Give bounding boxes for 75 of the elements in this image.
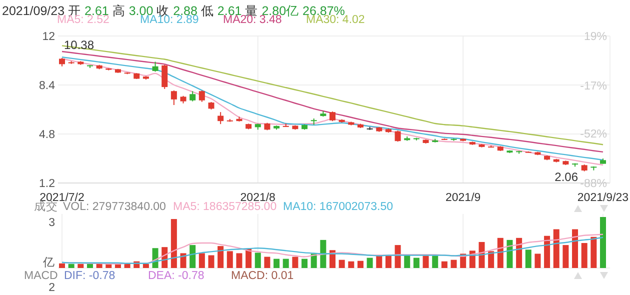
- bar: [254, 252, 261, 268]
- text: DIF: -0.78: [64, 270, 116, 282]
- candlestick: [190, 90, 196, 102]
- y-tick-label: 4.8: [39, 129, 55, 142]
- bar: [394, 245, 401, 268]
- bar: [68, 264, 74, 268]
- bar: [488, 251, 494, 268]
- bar: [124, 264, 130, 268]
- text: MACD: [24, 270, 58, 282]
- bar: [226, 251, 233, 268]
- bar: [562, 245, 569, 268]
- bar: [366, 258, 373, 268]
- bar: [246, 248, 252, 268]
- bar: [96, 264, 102, 268]
- text: 亿: [42, 256, 55, 270]
- bar: [142, 264, 149, 268]
- bar: [413, 258, 420, 268]
- y-tick-label: 8.4: [39, 80, 56, 92]
- bar: [553, 229, 560, 268]
- candlestick: [198, 90, 205, 102]
- text: MACD: 0.01: [231, 270, 294, 282]
- candlestick: [394, 130, 401, 142]
- bar: [497, 238, 504, 268]
- y-tick-label: 12: [42, 31, 55, 44]
- candlestick: [330, 111, 336, 122]
- bar: [441, 261, 448, 268]
- bar: [78, 264, 84, 268]
- series-label: VOL: 279773840.00: [63, 201, 166, 213]
- bar: [282, 258, 289, 268]
- bar: [450, 260, 457, 268]
- bar: [385, 256, 392, 268]
- bar: [59, 263, 65, 268]
- bar: [544, 236, 550, 268]
- text: 3: [48, 217, 55, 230]
- text: MA5: 186357285.00: [173, 201, 277, 213]
- bar: [180, 253, 186, 268]
- bar: [432, 256, 438, 268]
- candlestick: [162, 64, 168, 90]
- bar: [422, 256, 429, 268]
- bar: [357, 260, 364, 268]
- bar: [581, 243, 588, 268]
- bar: [590, 236, 597, 268]
- bar: [190, 245, 196, 268]
- bar: [274, 258, 280, 268]
- candlestick: [218, 112, 224, 125]
- x-tick-label: 2021/9: [445, 192, 481, 204]
- text: MA10: 167002073.50: [283, 201, 393, 213]
- bar: [198, 253, 205, 268]
- bar: [348, 261, 354, 268]
- bar: [170, 219, 177, 268]
- bar: [208, 255, 214, 268]
- bar: [302, 258, 308, 268]
- text: DEA: -0.78: [148, 270, 204, 282]
- bar: [516, 238, 522, 268]
- bar: [236, 253, 242, 268]
- text: MA10: 2.89: [140, 14, 199, 26]
- bar: [534, 254, 541, 268]
- bar: [572, 229, 578, 268]
- bar: [218, 246, 224, 268]
- bar: [376, 256, 382, 268]
- y-tick-label: 1.2: [39, 178, 55, 190]
- bar: [86, 264, 93, 268]
- bar: [264, 256, 270, 268]
- candlestick: [170, 90, 177, 106]
- annotation: 2.06: [554, 170, 578, 184]
- bar: [320, 240, 326, 268]
- bar: [338, 260, 345, 268]
- bar: [600, 217, 606, 268]
- text: MA30: 4.02: [306, 14, 365, 26]
- x-tick-label: 2021/9/23: [577, 192, 629, 204]
- bar: [525, 250, 532, 268]
- bar: [292, 256, 298, 268]
- text: 2: [48, 282, 55, 294]
- candlestick: [152, 61, 158, 72]
- bar: [506, 240, 513, 268]
